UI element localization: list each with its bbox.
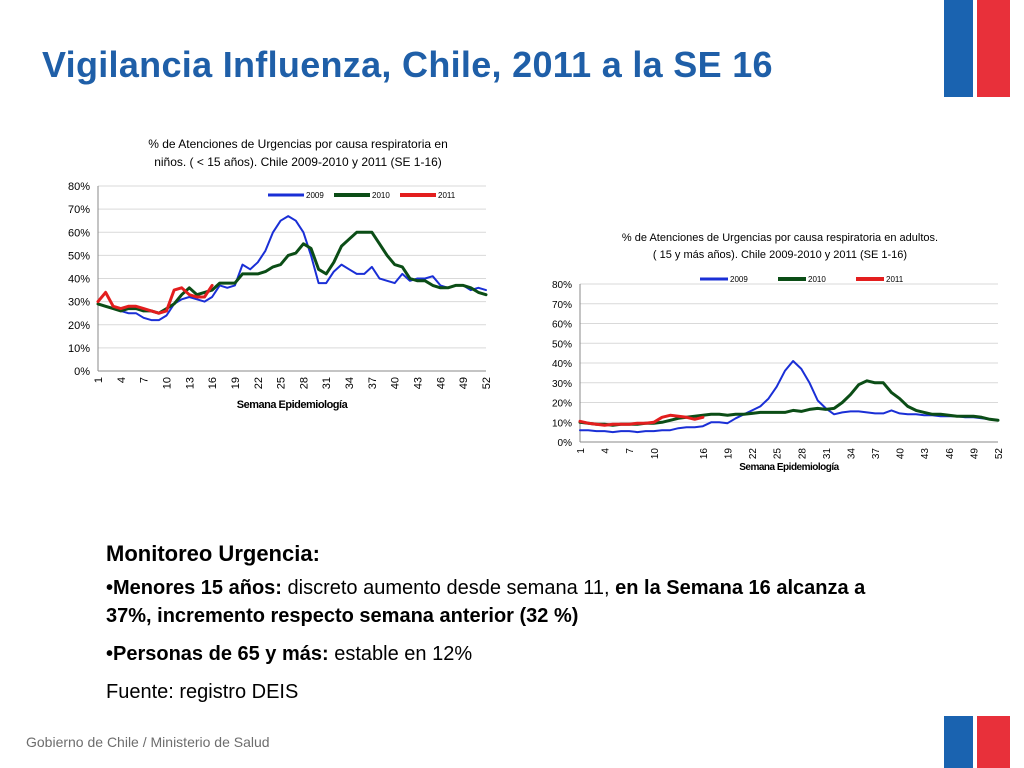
y-tick-label: 70% <box>68 204 90 216</box>
x-tick-label: 49 <box>458 377 470 389</box>
chile-flag-top <box>944 0 1010 97</box>
legend-label-2011: 2011 <box>886 275 904 284</box>
y-tick-label: 80% <box>552 280 572 291</box>
x-tick-label: 31 <box>822 448 833 460</box>
legend-label-2010: 2010 <box>372 191 390 200</box>
x-tick-label: 46 <box>435 377 447 389</box>
y-tick-label: 30% <box>68 297 90 309</box>
x-tick-label: 4 <box>116 377 128 383</box>
x-tick-label: 13 <box>184 377 196 389</box>
legend-label-2009: 2009 <box>730 275 748 284</box>
x-tick-label: 28 <box>797 448 808 460</box>
x-tick-label: 22 <box>253 377 265 389</box>
footer-text: Gobierno de Chile / Ministerio de Salud <box>26 734 270 750</box>
y-tick-label: 50% <box>68 250 90 262</box>
x-tick-label: 10 <box>161 377 173 389</box>
x-tick-label: 31 <box>321 377 333 389</box>
x-tick-label: 7 <box>625 448 636 454</box>
series-line-2009 <box>579 360 999 434</box>
bullet-elderly-label: •Personas de 65 y más: <box>106 643 329 665</box>
x-tick-label: 1 <box>576 448 587 454</box>
legend-label-2011: 2011 <box>438 191 456 200</box>
y-tick-label: 10% <box>68 343 90 355</box>
x-tick-label: 34 <box>846 448 857 460</box>
x-tick-label: 22 <box>748 448 759 460</box>
x-tick-label: 43 <box>413 377 425 389</box>
x-axis-title: Semana Epidemiología <box>739 462 839 473</box>
chile-flag-bottom <box>944 716 1010 768</box>
chart-adults: % de Atenciones de Urgencias por causa r… <box>540 224 1010 476</box>
y-tick-label: 60% <box>68 227 90 239</box>
x-tick-label: 25 <box>773 448 784 460</box>
y-tick-label: 70% <box>552 300 572 311</box>
x-tick-label: 19 <box>230 377 242 389</box>
chart-adults-svg: % de Atenciones de Urgencias por causa r… <box>552 232 1005 473</box>
bullet-children-highlight: en la Semana 16 alcanza a 37%, increment… <box>106 577 866 627</box>
x-tick-label: 40 <box>896 448 907 460</box>
y-tick-label: 0% <box>74 366 90 378</box>
x-tick-label: 52 <box>481 377 493 389</box>
x-tick-label: 40 <box>390 377 402 389</box>
y-tick-label: 80% <box>68 181 90 193</box>
y-tick-label: 10% <box>552 418 572 429</box>
chart-title-line1: % de Atenciones de Urgencias por causa r… <box>622 232 938 244</box>
x-tick-label: 19 <box>724 448 735 460</box>
x-tick-label: 46 <box>945 448 956 460</box>
bullet-children-label: •Menores 15 años: <box>106 577 282 599</box>
bullet-elderly: •Personas de 65 y más: estable en 12% <box>106 640 906 668</box>
chart-title-line2: ( 15 y más años). Chile 2009-2010 y 2011… <box>653 249 907 261</box>
series-line-2009 <box>97 215 487 322</box>
x-tick-label: 16 <box>207 377 219 389</box>
x-tick-label: 10 <box>650 448 661 460</box>
y-tick-label: 20% <box>552 399 572 410</box>
monitoring-text: Monitoreo Urgencia: •Menores 15 años: di… <box>106 540 906 716</box>
chart-title-line1: % de Atenciones de Urgencias por causa r… <box>148 137 448 151</box>
chart-title-line2: niños. ( < 15 años). Chile 2009-2010 y 2… <box>154 155 442 169</box>
x-tick-label: 34 <box>344 377 356 389</box>
y-tick-label: 40% <box>68 274 90 286</box>
series-line-2010 <box>96 230 488 315</box>
y-tick-label: 60% <box>552 320 572 331</box>
bullet-elderly-text: estable en 12% <box>328 643 473 665</box>
y-tick-label: 20% <box>68 320 90 332</box>
y-tick-label: 0% <box>558 438 573 449</box>
bullet-children: •Menores 15 años: discreto aumento desde… <box>106 574 906 630</box>
x-axis-title: Semana Epidemiología <box>237 399 349 411</box>
x-tick-label: 28 <box>298 377 310 389</box>
x-tick-label: 43 <box>920 448 931 460</box>
legend-label-2009: 2009 <box>306 191 324 200</box>
x-tick-label: 1 <box>93 377 105 383</box>
legend-label-2010: 2010 <box>808 275 826 284</box>
x-tick-label: 37 <box>871 448 882 460</box>
y-tick-label: 40% <box>552 359 572 370</box>
x-tick-label: 49 <box>969 448 980 460</box>
x-tick-label: 52 <box>994 448 1005 460</box>
y-tick-label: 30% <box>552 379 572 390</box>
slide-title: Vigilancia Influenza, Chile, 2011 a la S… <box>42 44 773 85</box>
series-line-2011 <box>96 283 214 315</box>
monitoring-heading: Monitoreo Urgencia: <box>106 541 320 566</box>
chart-children: % de Atenciones de Urgencias por causa r… <box>50 130 510 420</box>
x-tick-label: 25 <box>276 377 288 389</box>
bullet-children-text: discreto aumento desde semana 11, <box>281 577 616 599</box>
chart-children-svg: % de Atenciones de Urgencias por causa r… <box>68 137 493 411</box>
series-line-2011 <box>578 413 705 427</box>
x-tick-label: 7 <box>139 377 151 383</box>
x-tick-label: 16 <box>699 448 710 460</box>
source-line: Fuente: registro DEIS <box>106 681 299 703</box>
x-tick-label: 4 <box>601 448 612 454</box>
y-tick-label: 50% <box>552 339 572 350</box>
x-tick-label: 37 <box>367 377 379 389</box>
